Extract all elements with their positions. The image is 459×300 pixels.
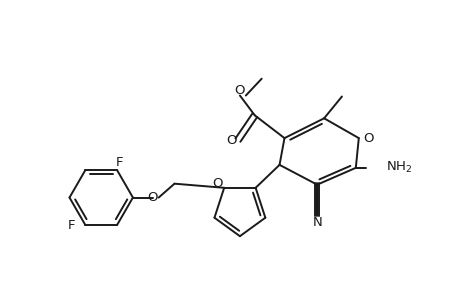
Text: NH$_2$: NH$_2$ — [385, 160, 411, 176]
Text: O: O — [234, 84, 245, 97]
Text: O: O — [363, 132, 373, 145]
Text: F: F — [67, 218, 75, 232]
Text: N: N — [312, 216, 321, 229]
Text: O: O — [212, 177, 222, 190]
Text: O: O — [226, 134, 237, 147]
Text: F: F — [115, 156, 123, 169]
Text: O: O — [147, 191, 157, 204]
